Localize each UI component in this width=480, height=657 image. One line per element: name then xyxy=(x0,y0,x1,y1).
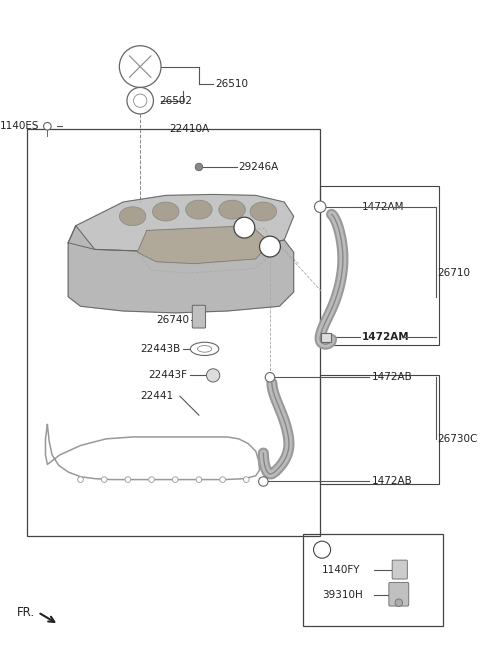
Bar xyxy=(26,129,320,536)
Text: FR.: FR. xyxy=(17,606,35,619)
Circle shape xyxy=(125,477,131,482)
Text: 22441: 22441 xyxy=(140,391,173,401)
Text: 39310H: 39310H xyxy=(322,590,363,600)
Text: 29246A: 29246A xyxy=(239,162,279,172)
Text: 1140ES: 1140ES xyxy=(0,122,39,131)
Bar xyxy=(303,533,444,626)
Circle shape xyxy=(314,201,326,212)
FancyBboxPatch shape xyxy=(392,560,408,579)
Circle shape xyxy=(101,477,107,482)
Polygon shape xyxy=(68,226,294,313)
Text: 1472AM: 1472AM xyxy=(362,332,409,342)
Text: 1472AM: 1472AM xyxy=(362,202,404,212)
FancyBboxPatch shape xyxy=(389,582,409,606)
Text: 1472AB: 1472AB xyxy=(372,476,412,486)
Circle shape xyxy=(44,122,51,130)
Circle shape xyxy=(196,477,202,482)
Text: a: a xyxy=(241,223,247,232)
Circle shape xyxy=(172,477,178,482)
Ellipse shape xyxy=(191,342,219,355)
Ellipse shape xyxy=(250,202,276,221)
Text: a: a xyxy=(320,545,324,555)
Text: 26730C: 26730C xyxy=(438,434,478,444)
Circle shape xyxy=(120,46,161,87)
Circle shape xyxy=(195,163,203,171)
Circle shape xyxy=(127,87,154,114)
Ellipse shape xyxy=(153,202,179,221)
Circle shape xyxy=(265,373,275,382)
Ellipse shape xyxy=(219,200,245,219)
Circle shape xyxy=(313,541,331,558)
Text: 22443F: 22443F xyxy=(148,371,187,380)
Circle shape xyxy=(78,477,84,482)
Ellipse shape xyxy=(197,346,212,352)
Circle shape xyxy=(220,477,226,482)
Circle shape xyxy=(206,369,220,382)
Text: 1140FY: 1140FY xyxy=(322,564,360,575)
Text: 22443B: 22443B xyxy=(140,344,180,354)
Bar xyxy=(320,375,439,484)
Circle shape xyxy=(260,236,280,257)
Bar xyxy=(321,332,331,342)
Polygon shape xyxy=(68,194,294,252)
FancyBboxPatch shape xyxy=(192,306,205,328)
Text: 26502: 26502 xyxy=(159,96,192,106)
Circle shape xyxy=(259,477,268,486)
Circle shape xyxy=(133,94,147,107)
Circle shape xyxy=(149,477,155,482)
Ellipse shape xyxy=(186,200,212,219)
Circle shape xyxy=(234,217,255,238)
Text: 22410A: 22410A xyxy=(169,124,209,134)
Circle shape xyxy=(243,477,249,482)
Ellipse shape xyxy=(120,207,146,226)
Polygon shape xyxy=(137,226,270,263)
Circle shape xyxy=(395,599,403,606)
Bar xyxy=(320,186,439,345)
Text: 26510: 26510 xyxy=(215,79,248,89)
Text: 1472AB: 1472AB xyxy=(372,373,412,382)
Text: 26710: 26710 xyxy=(438,268,470,278)
Text: 26740: 26740 xyxy=(156,315,189,325)
Text: a: a xyxy=(267,242,273,251)
